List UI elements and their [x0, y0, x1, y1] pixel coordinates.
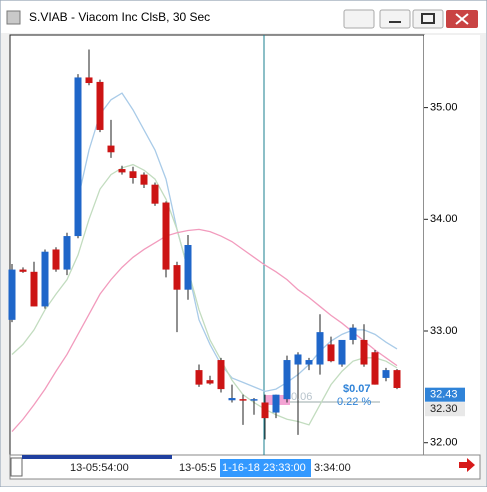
- candle-body: [96, 81, 104, 130]
- candle-body: [63, 236, 71, 270]
- link-button[interactable]: [343, 9, 375, 29]
- candle-body: [206, 380, 214, 384]
- close-icon: [455, 13, 469, 25]
- candle-body: [371, 352, 379, 385]
- price-tag-label: 32.30: [430, 403, 458, 415]
- candle-body: [349, 327, 357, 340]
- scroll-arrow[interactable]: [459, 458, 475, 472]
- candle-body: [173, 265, 181, 290]
- candle-body: [261, 402, 269, 419]
- moving-average: [11, 228, 398, 432]
- time-label: 3:34:00: [314, 462, 351, 474]
- candle-body: [272, 394, 280, 413]
- candle-body: [283, 360, 291, 400]
- candle-body: [393, 370, 401, 388]
- candle-body: [316, 332, 324, 365]
- time-label: 1-16-18 23:33:00: [222, 462, 306, 474]
- candle-body: [195, 370, 203, 385]
- price-axis: [424, 35, 480, 455]
- scroll-bar[interactable]: [22, 455, 172, 459]
- window-title: S.VIAB - Viacom Inc ClsB, 30 Sec: [29, 10, 210, 24]
- candle-body: [382, 370, 390, 378]
- time-cursor-box: [220, 459, 311, 477]
- candle-body: [239, 399, 247, 401]
- y-tick-label: 35.00: [430, 102, 458, 114]
- candle-body: [305, 360, 313, 365]
- candle-body: [217, 360, 225, 390]
- time-label: 13-05:5: [179, 462, 216, 474]
- candle-body: [228, 398, 236, 401]
- candle-body: [162, 202, 170, 270]
- y-tick-label: 33.00: [430, 325, 458, 337]
- y-tick-label: 34.00: [430, 213, 458, 225]
- candle-body: [19, 269, 27, 272]
- candle-body: [52, 249, 60, 270]
- price-tag-label: 32.43: [430, 389, 458, 401]
- candle-body: [250, 399, 258, 401]
- candle-body: [107, 145, 115, 153]
- price-tag-box: [425, 387, 465, 402]
- candle-body: [8, 269, 16, 320]
- plot: 32.00 33.00 34.00 35.00 32.30 32.43 $0.070.22 …: [8, 35, 465, 477]
- candle-body: [327, 344, 335, 362]
- candle-body: [338, 339, 346, 365]
- candle-body: [140, 174, 148, 185]
- annotation: $0.07: [343, 383, 371, 395]
- moving-average: [11, 163, 398, 426]
- y-tick-label: 32.00: [430, 437, 458, 449]
- annotation: 0.22 %: [337, 396, 371, 408]
- minimize-button[interactable]: [379, 9, 411, 29]
- moving-average: [77, 92, 398, 393]
- candle-body: [85, 77, 93, 84]
- price-tag-box: [425, 402, 465, 417]
- candle-body: [118, 169, 126, 173]
- candle-body: [294, 354, 302, 365]
- candle-body: [30, 271, 38, 307]
- candle-body: [151, 184, 159, 204]
- maximize-button[interactable]: [412, 9, 444, 29]
- time-label: 13-05:54:00: [70, 462, 129, 474]
- scroll-box[interactable]: [10, 457, 23, 477]
- app-icon: [6, 10, 21, 25]
- candle-body: [129, 171, 137, 178]
- candle-body: [184, 245, 192, 290]
- annotation: 0.06: [291, 391, 312, 403]
- candle-body: [74, 77, 82, 237]
- maximize-icon: [421, 13, 435, 24]
- candle-body: [360, 339, 368, 365]
- candle-body: [41, 251, 49, 307]
